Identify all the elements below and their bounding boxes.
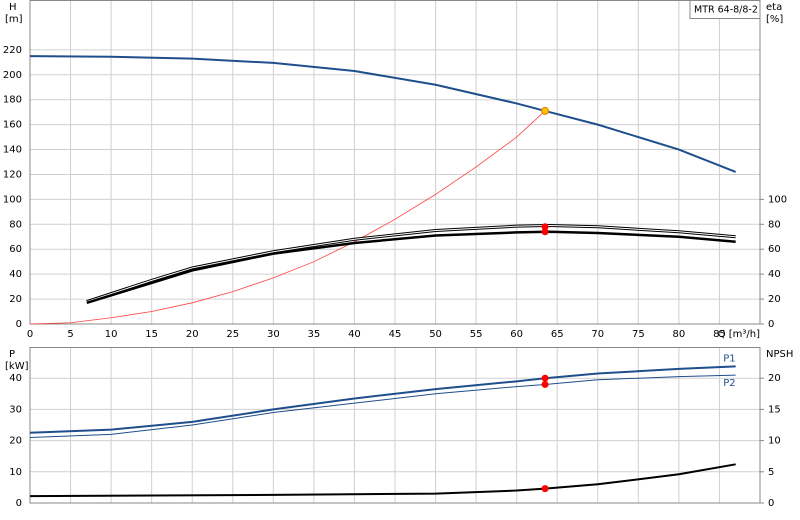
curve-inner [86, 225, 736, 303]
series-label: P2 [723, 378, 735, 389]
x-tick-label: 35 [308, 329, 321, 340]
y-tick-label: 30 [9, 404, 22, 415]
y2-tick-label: 5 [768, 467, 774, 478]
y2-axis-unit: [%] [766, 14, 783, 25]
x-tick-label: 65 [551, 329, 564, 340]
x-tick-label: 25 [226, 329, 239, 340]
chart-title: MTR 64-8/8-2 [694, 5, 758, 16]
y-axis-label: P [9, 349, 15, 360]
y2-tick-label: 40 [768, 269, 781, 280]
x-tick-label: 40 [348, 329, 361, 340]
y-tick-label: 200 [3, 70, 22, 81]
x-axis-label: Q [m³/h] [718, 329, 760, 340]
y-tick-label: 10 [9, 467, 22, 478]
y2-tick-label: 20 [768, 294, 781, 305]
y2-tick-label: 10 [768, 436, 781, 447]
duty-point [541, 228, 549, 236]
x-tick-label: 20 [186, 329, 199, 340]
x-tick-label: 0 [27, 329, 33, 340]
curve [29, 55, 737, 173]
y-tick-label: 0 [16, 319, 22, 330]
y-tick-label: 20 [9, 294, 22, 305]
y2-tick-label: 15 [768, 404, 781, 415]
series-label: P1 [723, 353, 735, 364]
x-tick-label: 30 [267, 329, 280, 340]
y-tick-label: 20 [9, 436, 22, 447]
y2-tick-label: 20 [768, 373, 781, 384]
y-tick-label: 160 [3, 120, 22, 131]
plot-border [29, 0, 761, 325]
y-tick-label: 100 [3, 194, 22, 205]
y2-tick-label: 0 [768, 319, 774, 330]
y-axis-unit: [m] [5, 14, 23, 25]
y2-axis-label: NPSH [766, 349, 793, 360]
x-tick-label: 85 [713, 329, 726, 340]
x-tick-label: 75 [632, 329, 645, 340]
y-tick-label: 180 [3, 95, 22, 106]
curve [29, 110, 546, 325]
duty-point [541, 380, 549, 388]
curve [29, 374, 736, 438]
x-tick-label: 80 [673, 329, 686, 340]
duty-point [541, 374, 549, 382]
x-tick-label: 5 [67, 329, 73, 340]
y-tick-label: 60 [9, 244, 22, 255]
y-tick-label: 40 [9, 373, 22, 384]
x-tick-label: 55 [470, 329, 483, 340]
duty-point [541, 223, 549, 231]
plot-border [29, 347, 761, 504]
curve [86, 230, 736, 305]
x-tick-label: 60 [510, 329, 523, 340]
title-box [689, 0, 761, 19]
x-tick-label: 15 [145, 329, 158, 340]
duty-point [541, 485, 549, 493]
y-tick-label: 120 [3, 169, 22, 180]
y-axis-label: H [9, 2, 17, 13]
y2-tick-label: 0 [768, 498, 774, 509]
y-tick-label: 40 [9, 269, 22, 280]
x-tick-label: 70 [591, 329, 604, 340]
y-tick-label: 0 [16, 498, 22, 509]
x-tick-label: 50 [429, 329, 442, 340]
y-tick-label: 140 [3, 145, 22, 156]
y-tick-label: 80 [9, 219, 22, 230]
y2-tick-label: 60 [768, 244, 781, 255]
duty-point [541, 106, 550, 115]
y2-axis-label: eta [766, 2, 782, 13]
y2-tick-label: 80 [768, 219, 781, 230]
x-tick-label: 45 [389, 329, 402, 340]
x-tick-label: 10 [105, 329, 118, 340]
y2-tick-label: 100 [768, 194, 787, 205]
curve [29, 365, 736, 434]
curve [29, 463, 736, 498]
y-axis-unit: [kW] [5, 361, 29, 372]
y-tick-label: 220 [3, 45, 22, 56]
